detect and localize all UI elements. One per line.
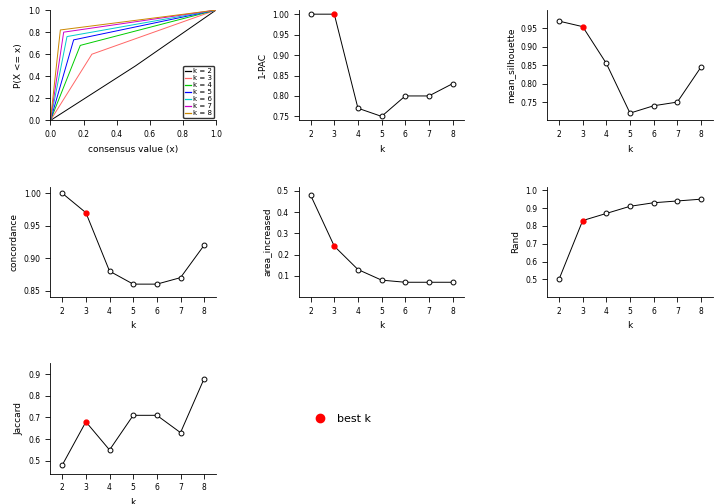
X-axis label: k: k	[379, 322, 384, 331]
Y-axis label: P(X <= x): P(X <= x)	[14, 43, 23, 88]
Y-axis label: 1-PAC: 1-PAC	[258, 52, 266, 78]
X-axis label: consensus value (x): consensus value (x)	[88, 145, 179, 154]
Legend: best k: best k	[305, 409, 375, 428]
Y-axis label: Jaccard: Jaccard	[14, 402, 23, 435]
Y-axis label: concordance: concordance	[9, 213, 18, 271]
X-axis label: k: k	[379, 145, 384, 154]
X-axis label: k: k	[130, 498, 136, 504]
X-axis label: k: k	[627, 322, 633, 331]
Y-axis label: area_increased: area_increased	[262, 208, 271, 276]
X-axis label: k: k	[627, 145, 633, 154]
Y-axis label: Rand: Rand	[510, 230, 520, 254]
Legend: k = 2, k = 3, k = 4, k = 5, k = 6, k = 7, k = 8: k = 2, k = 3, k = 4, k = 5, k = 6, k = 7…	[183, 66, 214, 118]
X-axis label: k: k	[130, 322, 136, 331]
Y-axis label: mean_silhouette: mean_silhouette	[506, 28, 515, 103]
